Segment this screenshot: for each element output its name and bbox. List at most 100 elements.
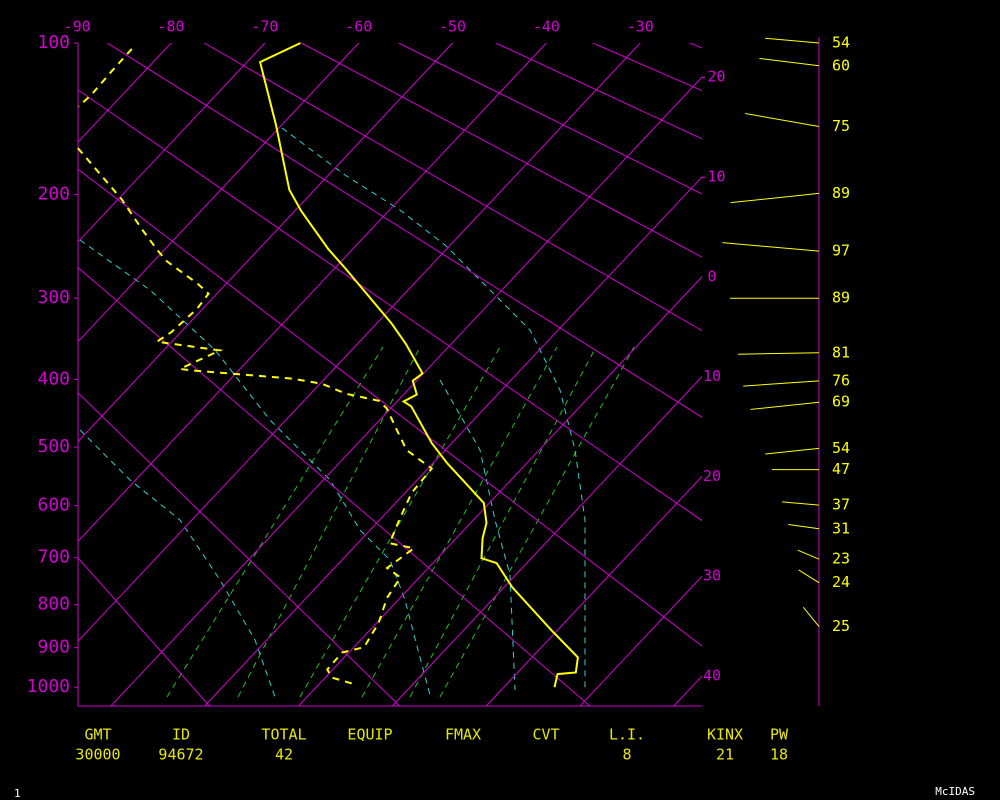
y-tick-label: 200 (37, 184, 70, 205)
wind-line (797, 549, 820, 560)
stat-value: 8 (622, 746, 631, 764)
x-tick-label: -80 (158, 18, 185, 36)
x-tick-label: -90 (64, 18, 91, 36)
stat-label: FMAX (445, 726, 481, 744)
stat-value: 21 (716, 746, 734, 764)
wind-speed-label: 23 (832, 550, 850, 568)
stat-label: ID (172, 726, 190, 744)
stat-label: TOTAL (261, 726, 306, 744)
dry-adiabat (78, 266, 591, 706)
stat-label: EQUIP (347, 726, 392, 744)
dry-adiabat (78, 557, 210, 706)
y-tick-label: 400 (37, 368, 70, 389)
x-tick-label: -40 (533, 18, 560, 36)
wind-speed-label: 31 (832, 519, 850, 537)
moist-adiabat (299, 346, 501, 698)
moist-adiabat (361, 346, 558, 698)
x-tick-label: 30 (703, 567, 721, 585)
wind-speed-label: 81 (832, 343, 850, 361)
x-tick-label: -30 (627, 18, 654, 36)
mixing-line (439, 379, 516, 691)
y-tick-label: 100 (37, 32, 70, 53)
isotherm (391, 375, 702, 706)
isotherm (204, 176, 702, 706)
wind-line (782, 501, 820, 506)
isotherm (485, 475, 702, 706)
y-tick-label: 500 (37, 436, 70, 457)
wind-line (759, 57, 820, 67)
dry-adiabat (301, 43, 702, 258)
wind-line (743, 380, 820, 387)
wind-line (788, 523, 820, 530)
wind-speed-label: 47 (832, 460, 850, 478)
wind-line (765, 37, 820, 44)
wind-speed-label: 54 (832, 439, 850, 457)
dry-adiabat (78, 392, 401, 706)
footer-right: McIDAS (935, 785, 975, 798)
stat-value: 30000 (75, 746, 120, 764)
wind-speed-label: 60 (832, 56, 850, 74)
wind-line (798, 569, 820, 584)
isotherm (78, 43, 548, 543)
wind-line (738, 352, 820, 355)
wind-speed-label: 54 (832, 34, 850, 52)
dry-adiabat (78, 168, 702, 647)
dewpoint-line (77, 48, 434, 685)
stat-label: PW (770, 726, 789, 744)
stat-value: 42 (275, 746, 293, 764)
y-tick-label: 600 (37, 495, 70, 516)
footer-left: 1 (14, 787, 21, 800)
moist-adiabat (439, 346, 635, 698)
isotherm (110, 76, 702, 706)
dry-adiabat (78, 89, 702, 522)
wind-line (745, 112, 820, 128)
wind-line (722, 242, 820, 252)
isotherm (78, 43, 266, 243)
moist-adiabat (166, 346, 384, 698)
x-tick-label: 0 (707, 267, 716, 285)
moist-adiabat (409, 346, 597, 698)
wind-speed-label: 37 (832, 496, 850, 514)
stat-label: GMT (84, 726, 111, 744)
x-tick-label: -20 (698, 68, 725, 86)
mixing-line (281, 127, 586, 690)
isotherm (78, 43, 360, 343)
dry-adiabat (398, 43, 702, 195)
x-tick-label: 10 (703, 367, 721, 385)
x-tick-label: 40 (703, 667, 721, 685)
moist-adiabats (166, 346, 635, 698)
x-tick-label: 20 (703, 467, 721, 485)
y-tick-label: 1000 (27, 676, 70, 697)
wind-speed-label: 69 (832, 393, 850, 411)
temperature-line (258, 42, 579, 688)
wind-line (765, 447, 820, 455)
y-tick-label: 800 (37, 594, 70, 615)
wind-speed-label: 76 (832, 371, 850, 389)
wind-speed-label: 97 (832, 242, 850, 260)
wind-speed-label: 89 (832, 184, 850, 202)
isotherm (78, 43, 641, 642)
wind-line (750, 401, 820, 410)
y-tick-label: 300 (37, 287, 70, 308)
stat-label: CVT (532, 726, 559, 744)
wind-line (730, 192, 820, 204)
mixing-line (79, 239, 431, 696)
wind-line (802, 606, 820, 627)
stat-label: L.I. (609, 726, 645, 744)
wind-speed-label: 89 (832, 289, 850, 307)
stat-value: 94672 (158, 746, 203, 764)
x-tick-label: -10 (698, 167, 725, 185)
x-tick-label: -60 (345, 18, 372, 36)
x-tick-label: -50 (439, 18, 466, 36)
stat-label: KINX (707, 726, 743, 744)
stat-value: 18 (770, 746, 788, 764)
isotherm (78, 43, 454, 443)
y-tick-label: 900 (37, 637, 70, 658)
wind-speed-label: 24 (832, 573, 850, 591)
isotherm (298, 276, 702, 706)
y-tick-label: 700 (37, 547, 70, 568)
wind-speed-label: 75 (832, 117, 850, 135)
dry-adiabat (204, 43, 702, 332)
